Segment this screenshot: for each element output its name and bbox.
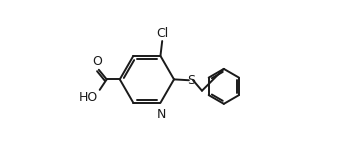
Text: O: O bbox=[92, 55, 102, 68]
Text: S: S bbox=[187, 74, 195, 87]
Text: Cl: Cl bbox=[157, 27, 169, 40]
Text: HO: HO bbox=[79, 91, 98, 104]
Text: N: N bbox=[157, 108, 166, 121]
